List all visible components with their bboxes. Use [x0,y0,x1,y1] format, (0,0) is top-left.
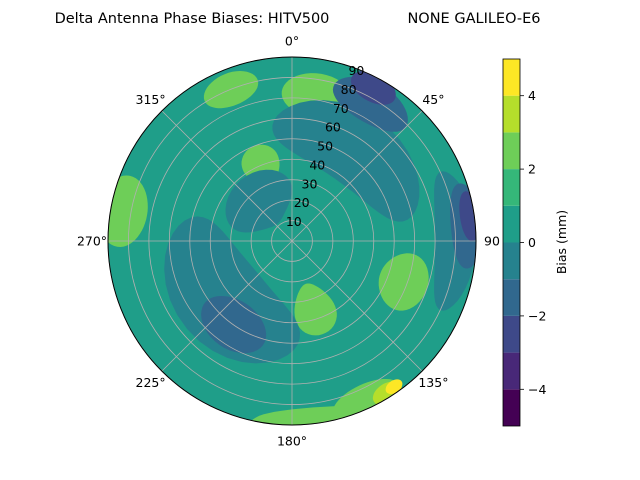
colorbar-band-8 [503,95,520,133]
colorbar-band-9 [503,59,520,96]
colorbar-tick-label-4: 4 [528,88,536,103]
angular-gridline-315 [161,110,293,242]
contour-region-7 [249,406,367,425]
angular-gridline-135 [291,240,423,372]
angular-tick-label-135: 135° [418,375,448,390]
angular-tick-label-45: 45° [422,92,444,107]
angular-tick-label-270: 270° [77,234,107,249]
angular-tick-label-225: 225° [136,375,166,390]
radial-tick-label-60: 60 [325,120,341,135]
colorbar-band-7 [503,132,520,170]
radial-tick-label-40: 40 [309,157,325,172]
chart-title: Delta Antenna Phase Biases: HITV500 [55,11,330,27]
colorbar-band-6 [503,169,520,206]
polar-axis-boundary [107,56,477,426]
colorbar-band-2 [503,315,520,353]
radial-tick-label-80: 80 [341,82,357,97]
contour-region-4 [294,283,337,336]
angular-tick-label-180: 180° [277,434,307,449]
colorbar-band-0 [503,389,520,426]
colorbar-label: Bias (mm) [554,210,569,274]
radial-tick-label-70: 70 [333,101,349,116]
radial-tick-label-10: 10 [286,214,302,229]
radial-tick-label-30: 30 [302,176,318,191]
colorbar-band-1 [503,352,520,390]
radial-tick-label-50: 50 [317,139,333,154]
polar-tick-labels: 0° 45° 90 135° 180° 225° 270° 315° 10 20 30 40 50 60 7… [77,34,500,449]
chart-subtitle: NONE GALILEO-E6 [407,11,540,27]
angular-tick-label-90: 90 [484,234,500,249]
colorbar-band-3 [503,279,520,316]
colorbar-tick-label-0: 0 [528,235,536,250]
contour-region-11 [164,216,300,364]
radial-tick-label-20: 20 [294,195,310,210]
contour-region-5 [378,253,429,311]
polar-grid [107,56,477,426]
colorbar-band-5 [503,205,520,243]
contour-region-9 [385,379,403,394]
polar-contour-field [108,57,476,425]
colorbar-band-4 [503,242,520,280]
radial-tick-label-90: 90 [348,63,364,78]
angular-gridline-45 [291,110,423,242]
angular-gridline-225 [161,240,293,372]
angular-tick-label-315: 315° [136,92,166,107]
angular-tick-label-0: 0° [285,34,299,49]
colorbar-tick-label-2: 2 [528,162,536,177]
colorbar: −4 −2 0 2 4 [502,58,546,427]
colorbar-tick-label--4: −4 [528,382,546,397]
contour-region-13 [225,169,292,233]
colorbar-tick-label--2: −2 [528,308,546,323]
